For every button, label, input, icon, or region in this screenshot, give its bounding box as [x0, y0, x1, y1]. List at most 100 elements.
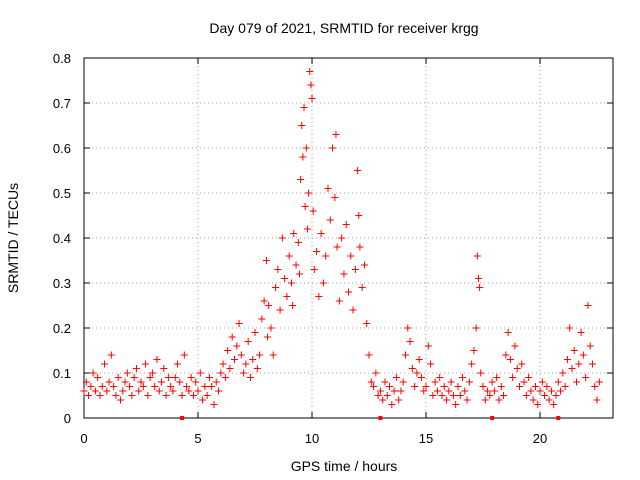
- data-point: [89, 369, 97, 377]
- data-point: [411, 383, 419, 390]
- data-point: [452, 401, 460, 408]
- data-point: [355, 212, 363, 219]
- data-point: [424, 342, 432, 350]
- data-point: [242, 360, 250, 368]
- data-point: [570, 347, 578, 354]
- data-point: [381, 378, 389, 386]
- data-point: [408, 365, 416, 372]
- data-point: [158, 378, 166, 386]
- data-point: [525, 374, 533, 381]
- data-point: [554, 378, 562, 386]
- data-point: [196, 369, 204, 377]
- data-point: [527, 387, 535, 395]
- data-point: [495, 396, 503, 404]
- y-tick-label-0.1: 0.1: [53, 366, 71, 381]
- data-point: [438, 392, 446, 399]
- data-point: [429, 392, 437, 399]
- data-point: [183, 383, 191, 390]
- data-point: [162, 392, 170, 399]
- data-point: [201, 383, 209, 390]
- data-point: [210, 401, 218, 408]
- data-point: [148, 369, 156, 377]
- data-point: [82, 378, 90, 386]
- data-point: [386, 383, 394, 390]
- data-point: [406, 338, 414, 345]
- data-point: [160, 365, 168, 372]
- data-point: [360, 261, 368, 269]
- data-point: [356, 243, 364, 251]
- data-point: [584, 302, 592, 309]
- y-tick-label-0.2: 0.2: [53, 321, 71, 336]
- data-point: [484, 387, 492, 395]
- data-point: [264, 333, 272, 341]
- data-point: [167, 383, 175, 390]
- data-point: [189, 392, 197, 399]
- data-point: [422, 383, 430, 390]
- data-point: [246, 374, 254, 381]
- data-point: [274, 266, 282, 273]
- data-point: [431, 378, 439, 386]
- data-point: [96, 392, 104, 399]
- data-point: [333, 243, 341, 251]
- data-point: [155, 387, 163, 395]
- data-points: [80, 68, 603, 408]
- data-point: [308, 95, 316, 102]
- data-point: [272, 284, 280, 291]
- data-point: [358, 284, 366, 291]
- data-point: [372, 369, 380, 377]
- data-point: [459, 374, 467, 381]
- data-point: [392, 374, 400, 381]
- data-point: [383, 392, 391, 399]
- data-point: [130, 374, 138, 381]
- data-point: [203, 392, 211, 399]
- data-point: [303, 225, 311, 233]
- data-point: [114, 374, 122, 381]
- data-point: [237, 351, 245, 359]
- data-point: [577, 329, 585, 336]
- data-point: [518, 360, 526, 368]
- data-point: [582, 374, 590, 381]
- x-tick-label-10: 10: [305, 431, 319, 446]
- data-point: [399, 378, 407, 386]
- data-point: [126, 383, 134, 390]
- data-point: [538, 378, 546, 386]
- data-point: [506, 356, 514, 363]
- y-tick-label-0: 0: [64, 411, 71, 426]
- data-point: [573, 378, 581, 386]
- data-point: [187, 374, 195, 381]
- data-point: [474, 275, 482, 282]
- data-point: [509, 374, 517, 381]
- data-point: [413, 369, 421, 377]
- data-point: [313, 248, 321, 255]
- data-point: [319, 279, 327, 287]
- data-point: [194, 387, 202, 395]
- y-tick-label-0.7: 0.7: [53, 96, 71, 111]
- data-point: [306, 68, 314, 75]
- data-point: [164, 374, 172, 381]
- data-point: [221, 374, 229, 381]
- y-tick-label-0.5: 0.5: [53, 186, 71, 201]
- data-point: [388, 401, 396, 408]
- data-point: [269, 351, 277, 359]
- data-point: [146, 374, 154, 381]
- data-point: [427, 360, 435, 368]
- data-point: [294, 239, 302, 246]
- data-point: [292, 261, 300, 269]
- data-point: [297, 176, 305, 183]
- data-point: [445, 387, 453, 395]
- data-point: [536, 387, 544, 395]
- data-point: [151, 383, 159, 390]
- data-point: [354, 167, 362, 174]
- data-point: [302, 144, 310, 152]
- data-point: [205, 374, 213, 381]
- data-point: [310, 266, 318, 273]
- data-point: [281, 275, 289, 282]
- data-point: [502, 351, 510, 359]
- data-point: [295, 270, 303, 278]
- data-point: [137, 378, 145, 386]
- data-point: [224, 347, 232, 354]
- data-point: [287, 279, 295, 287]
- data-point: [563, 356, 571, 363]
- data-point: [178, 392, 186, 399]
- data-point: [326, 216, 334, 224]
